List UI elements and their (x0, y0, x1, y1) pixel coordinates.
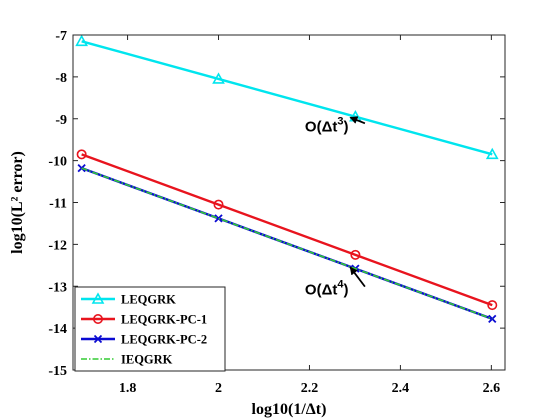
y-tick-label: -15 (48, 364, 67, 379)
legend-label: LEQGRK-PC-2 (121, 333, 207, 347)
y-tick-label: -13 (48, 280, 67, 295)
data-point (212, 72, 225, 84)
annotation-label: O(Δt3) (305, 115, 349, 135)
y-tick-label: -11 (49, 197, 67, 212)
data-point (213, 199, 224, 210)
y-tick-label: -8 (55, 71, 67, 86)
legend: LEQGRK LEQGRK-PC-1 LEQGRK-PC-2 IEQGRK (74, 286, 226, 372)
y-tick-label: -14 (48, 322, 67, 337)
series-line (81, 167, 493, 320)
annotation-label: O(Δt4) (305, 279, 349, 299)
annotation-arrow (349, 266, 366, 288)
data-point (76, 149, 87, 160)
annotation-superscript: 4 (337, 279, 344, 291)
x-tick-label: 2.6 (483, 381, 501, 396)
series-leqgrk (75, 34, 499, 160)
y-axis-title: log10(L² error) (9, 151, 26, 254)
legend-label: LEQGRK-PC-1 (121, 313, 207, 327)
legend-item: LEQGRK-PC-2 (81, 333, 207, 347)
data-point (93, 313, 104, 324)
data-point (93, 334, 103, 344)
data-point (214, 214, 223, 223)
y-tick-label: -7 (55, 29, 67, 44)
y-tick-label: -10 (48, 155, 67, 170)
x-tick-label: 2.4 (392, 381, 410, 396)
x-tick-label: 2.2 (301, 381, 319, 396)
annotation-closing: ) (343, 118, 348, 135)
legend-box (74, 286, 226, 372)
y-tick-label: -9 (55, 113, 67, 128)
order-annotation: O(Δt4) (305, 266, 366, 299)
data-point (487, 300, 498, 311)
series-layer (75, 34, 499, 324)
data-point (350, 249, 361, 260)
x-tick-label: 1.8 (119, 381, 137, 396)
legend-label: LEQGRK (121, 293, 176, 307)
series-ieqgrk (81, 167, 493, 320)
data-point (485, 147, 499, 160)
legend-item: LEQGRK (81, 292, 176, 307)
x-tick-label: 2 (215, 381, 222, 396)
x-axis-title: log10(1/Δt) (252, 401, 327, 418)
legend-item: LEQGRK-PC-1 (81, 313, 207, 327)
series-line (81, 40, 493, 156)
annotation-closing: ) (343, 282, 348, 299)
series-line (81, 153, 493, 307)
y-tick-label: -12 (48, 238, 67, 253)
data-point (75, 34, 88, 47)
data-point (91, 292, 105, 304)
annotations: O(Δt3) O(Δt4) (305, 115, 366, 299)
series-leqgrk-pc-1 (76, 149, 498, 311)
order-annotation: O(Δt3) (305, 115, 366, 135)
axis-ticks: 1.8 2 2.2 2.4 2.6 -15 -14 -13 -12 -11 -10 -9 -8 -7 (48, 29, 505, 396)
annotation-superscript: 3 (337, 115, 343, 127)
legend-item: IEQGRK (81, 353, 173, 367)
annotation-arrow (349, 116, 366, 125)
legend-label: IEQGRK (121, 353, 173, 367)
